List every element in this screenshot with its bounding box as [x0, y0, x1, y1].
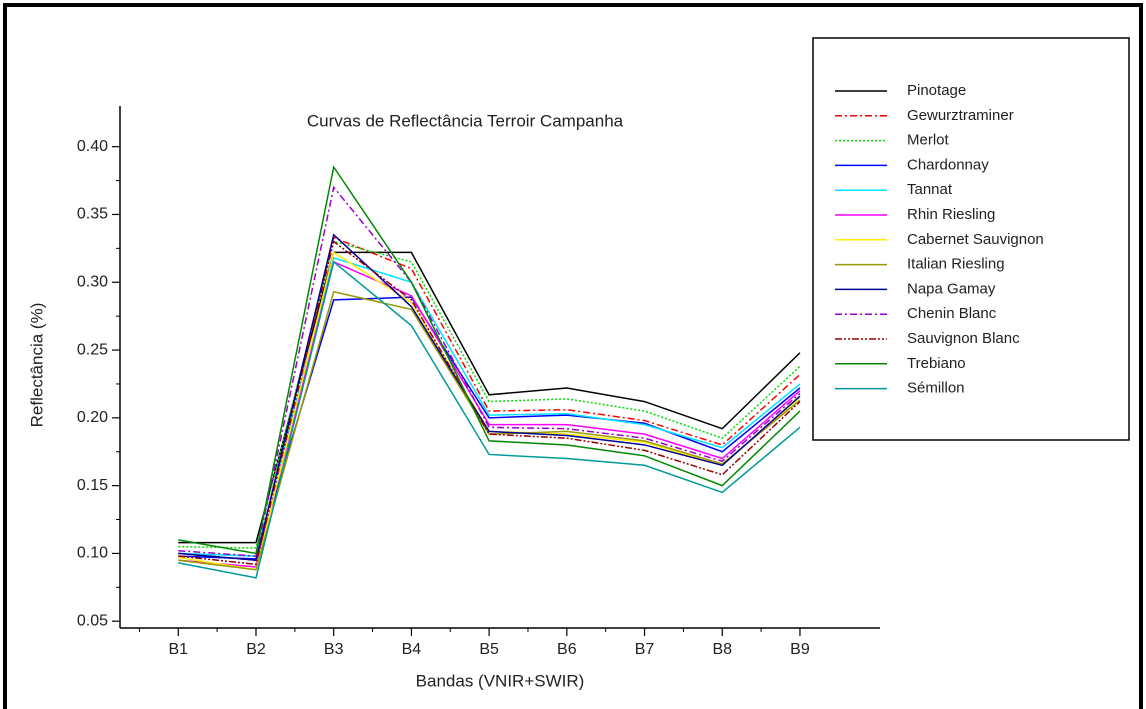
- legend-label: Sémillon: [907, 380, 965, 397]
- frame: [3, 3, 1143, 709]
- legend-label: Merlot: [907, 132, 950, 149]
- legend-label: Gewurztraminer: [907, 107, 1014, 124]
- x-tick-label: B1: [168, 641, 188, 658]
- series-line: [178, 290, 801, 571]
- y-tick-label: 0.10: [77, 545, 108, 562]
- y-tick-label: 0.35: [77, 206, 108, 223]
- y-tick-label: 0.15: [77, 477, 108, 494]
- series-line: [178, 236, 801, 562]
- series-line: [178, 240, 801, 566]
- legend-label: Italian Riesling: [907, 256, 1005, 273]
- x-tick-label: B8: [712, 641, 732, 658]
- y-axis-label: Reflectância (%): [27, 303, 46, 428]
- y-tick-label: 0.25: [77, 341, 108, 358]
- series-line: [178, 260, 801, 579]
- y-tick-label: 0.05: [77, 612, 108, 629]
- legend-label: Cabernet Sauvignon: [907, 231, 1044, 248]
- y-tick-label: 0.20: [77, 409, 108, 426]
- x-tick-label: B6: [557, 641, 577, 658]
- series-line: [178, 185, 801, 557]
- legend-label: Chardonnay: [907, 156, 989, 173]
- series-line: [178, 233, 801, 562]
- x-tick-label: B3: [324, 641, 344, 658]
- x-tick-label: B7: [635, 641, 655, 658]
- legend-label: Sauvignon Blanc: [907, 330, 1020, 347]
- legend-label: Pinotage: [907, 82, 966, 99]
- x-tick-label: B9: [790, 641, 810, 658]
- legend-label: Trebiano: [907, 355, 966, 372]
- y-tick-label: 0.30: [77, 273, 108, 290]
- chart-title: Curvas de Reflectância Terroir Campanha: [307, 111, 624, 130]
- x-axis-label: Bandas (VNIR+SWIR): [416, 671, 585, 690]
- series-line: [178, 296, 801, 560]
- legend-label: Tannat: [907, 181, 953, 198]
- series-line: [178, 165, 801, 555]
- x-tick-label: B5: [479, 641, 499, 658]
- series-line: [178, 251, 801, 544]
- legend-label: Napa Gamay: [907, 280, 996, 297]
- x-tick-label: B4: [402, 641, 422, 658]
- y-tick-label: 0.40: [77, 138, 108, 155]
- x-tick-label: B2: [246, 641, 266, 658]
- legend-label: Chenin Blanc: [907, 305, 997, 322]
- legend-box: [812, 37, 1130, 441]
- series-line: [178, 240, 801, 549]
- legend-label: Rhin Riesling: [907, 206, 995, 223]
